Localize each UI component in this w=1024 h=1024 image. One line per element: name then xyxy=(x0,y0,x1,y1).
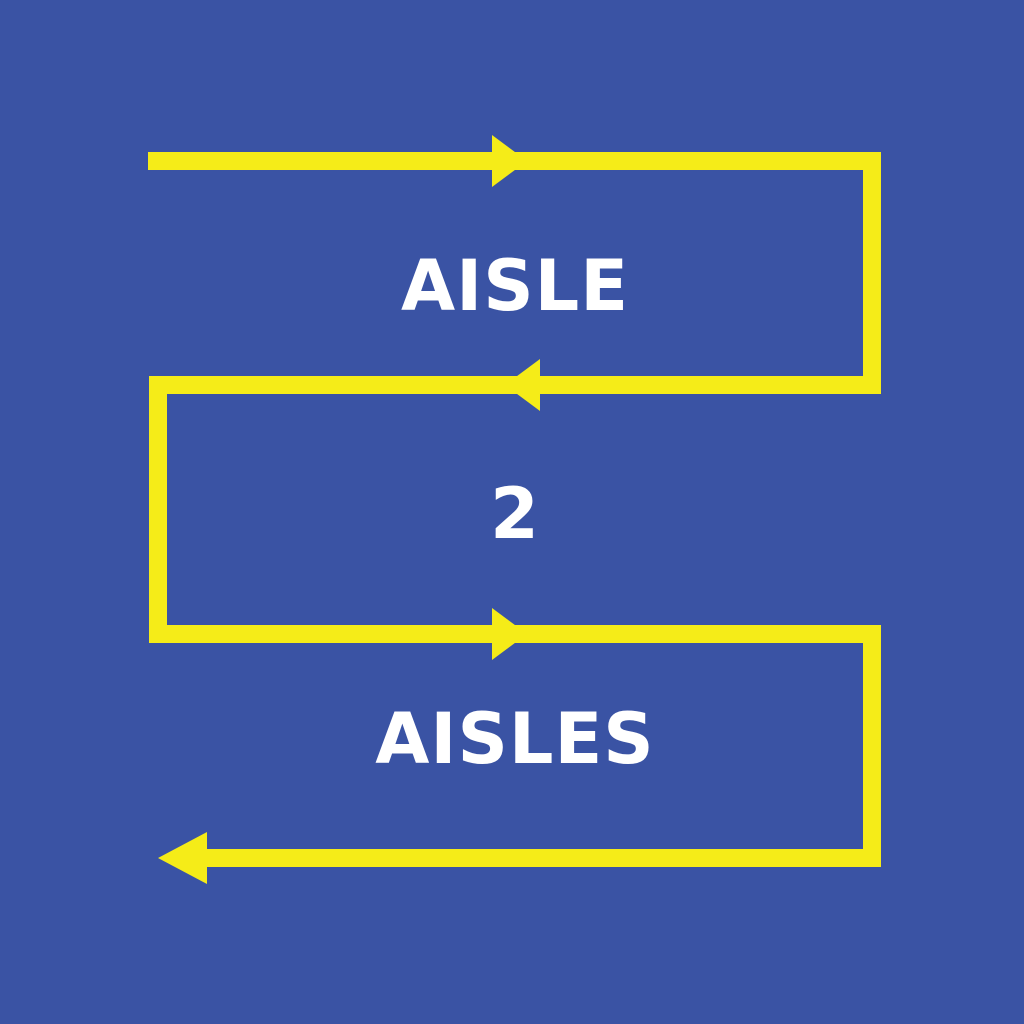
logo-word-aisle: AISLE xyxy=(401,245,629,327)
logo-word-aisles: AISLES xyxy=(375,698,654,780)
arrow-left-icon-bottom xyxy=(158,832,207,884)
arrow-right-icon-top xyxy=(492,135,527,187)
arrow-left-icon-middle xyxy=(505,359,540,411)
logo-word-2: 2 xyxy=(490,473,540,555)
serpentine-path xyxy=(148,152,881,867)
arrow-right-icon-lower xyxy=(492,608,527,660)
